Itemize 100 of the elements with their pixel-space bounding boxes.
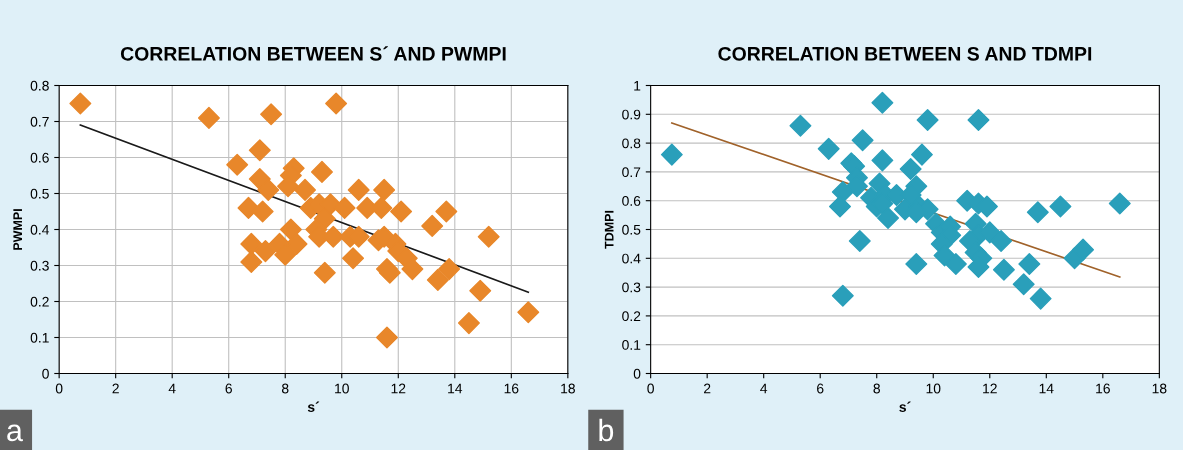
point [660,143,683,166]
point [310,160,333,183]
y-tick-label: 0.1 [622,340,641,350]
x-axis-title: s´ [899,401,911,412]
y-tick-label: 0.4 [622,253,641,264]
point [257,178,280,201]
x-tick-label: 2 [112,383,119,394]
x-tick-label: 8 [873,383,880,394]
point [435,200,458,223]
point [390,200,413,223]
point [831,181,854,204]
y-tick-label: 0.7 [622,167,641,178]
point [1026,201,1049,224]
chart-title: CORRELATION BETWEEN S´ AND PWMPI [120,46,506,61]
point [426,268,449,291]
y-tick-label: 0.9 [622,109,641,120]
y-tick-label: 0.2 [30,296,49,307]
y-tick-label: 1 [634,80,641,91]
x-tick-label: 0 [647,383,654,394]
point [285,232,308,255]
point [990,230,1013,253]
point [910,143,933,166]
point [240,232,263,255]
point [313,261,336,284]
y-tick-label: 0.2 [622,311,641,322]
y-tick-label: 0.6 [30,152,49,163]
point [905,253,928,276]
x-tick-label: 18 [1152,383,1167,394]
point [469,279,492,302]
point [342,247,365,270]
x-tick-label: 6 [225,383,232,394]
y-axis-title: PWMPI [13,209,22,250]
x-tick-label: 18 [561,383,575,394]
point [226,153,249,176]
point [831,284,854,307]
point [848,230,871,253]
point [1108,192,1131,215]
point [438,258,461,281]
point [254,240,277,263]
x-tick-label: 4 [760,383,768,394]
point [944,253,967,276]
x-tick-label: 4 [168,383,176,394]
x-tick-label: 14 [448,383,463,394]
point [817,137,840,160]
point [1049,195,1072,218]
point [1029,287,1052,310]
chart-title: CORRELATION BETWEEN S AND TDMPI [718,46,1092,61]
point [251,200,274,223]
y-tick-label: 0 [42,368,49,379]
point [248,139,271,162]
point [477,225,500,248]
y-tick-label: 0.8 [30,80,49,91]
point [421,214,444,237]
point [401,258,424,281]
y-tick-label: 0.3 [30,260,49,271]
text: a [7,424,23,442]
point [967,109,990,132]
x-tick-label: 8 [281,383,289,394]
point [877,206,900,229]
y-tick-label: 0.5 [30,188,49,199]
point [333,196,356,219]
point [260,103,283,126]
point [899,158,922,181]
x-tick-label: 14 [1039,383,1054,394]
text: b [599,418,614,442]
y-tick-label: 0.1 [30,332,49,343]
y-tick-label: 0.7 [30,116,49,127]
x-tick-label: 16 [504,383,519,394]
point [294,178,317,201]
y-tick-label: 0 [633,368,641,379]
point [871,91,894,114]
point [240,250,263,273]
point [279,218,302,241]
point [1018,253,1041,276]
x-tick-label: 2 [704,383,711,394]
x-tick-label: 6 [817,383,824,394]
point [829,195,851,218]
point [789,114,812,137]
y-axis-title: TDMPI [604,210,614,249]
x-tick-label: 12 [983,383,997,394]
point [1012,273,1035,296]
point [325,92,348,115]
x-tick-label: 10 [926,383,941,394]
point [1072,238,1095,261]
point [347,178,370,201]
y-tick-label: 0.5 [622,224,641,235]
y-tick-label: 0.4 [30,224,50,235]
x-tick-label: 12 [391,383,406,394]
point [871,149,894,172]
x-tick-label: 10 [335,383,349,394]
point [992,258,1015,281]
point [69,92,92,115]
x-tick-label: 0 [55,383,63,394]
y-tick-label: 0.8 [622,138,641,149]
y-tick-label: 0.6 [622,196,641,206]
point [916,109,939,132]
x-tick-label: 16 [1096,383,1110,394]
point [373,178,396,201]
x-axis-title: s´ [307,401,320,412]
point [375,326,398,349]
